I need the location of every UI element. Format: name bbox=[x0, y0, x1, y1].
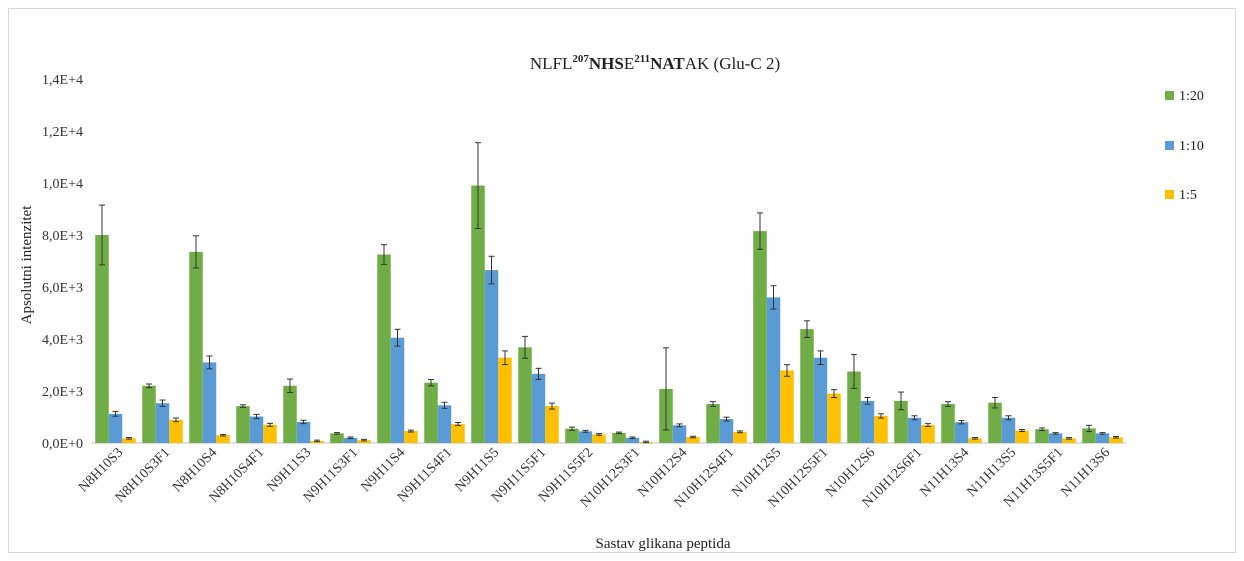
bar bbox=[1109, 437, 1123, 443]
bar bbox=[719, 419, 734, 443]
x-tick-label: N9H11S5 bbox=[452, 445, 502, 495]
bar bbox=[625, 437, 640, 443]
legend-swatch bbox=[1165, 190, 1174, 199]
y-tick-label: 2,0E+3 bbox=[42, 385, 83, 400]
bar bbox=[941, 404, 955, 443]
y-tick-label: 1,0E+4 bbox=[42, 177, 83, 192]
bar bbox=[263, 424, 277, 443]
y-axis: 0,0E+0 2,0E+3 4,0E+3 6,0E+3 8,0E+3 1,0E+4 1,2E… bbox=[42, 73, 83, 452]
bar bbox=[706, 404, 720, 443]
bar bbox=[236, 406, 250, 443]
bar bbox=[169, 419, 183, 443]
bar bbox=[766, 297, 781, 443]
x-tick-label: N9H11S3 bbox=[264, 445, 314, 495]
bar bbox=[189, 251, 203, 443]
bar bbox=[484, 270, 499, 443]
legend-label: 1:5 bbox=[1179, 188, 1197, 203]
chart-title: NLFL207NHSE211NATAK (Glu-C 2) bbox=[530, 53, 780, 73]
bar bbox=[968, 438, 982, 443]
bar bbox=[894, 400, 908, 443]
y-tick-label: 1,2E+4 bbox=[42, 125, 83, 140]
bar bbox=[249, 416, 264, 443]
bar bbox=[216, 435, 230, 443]
title-part-4: 211 bbox=[634, 53, 650, 65]
legend-swatch bbox=[1165, 141, 1174, 150]
bar bbox=[343, 437, 358, 443]
bars bbox=[95, 142, 1123, 444]
bar bbox=[108, 413, 123, 443]
bar bbox=[847, 371, 861, 443]
y-axis-title: Apsolutni intenzitet bbox=[19, 205, 35, 325]
x-tick-label: N9H11S4 bbox=[358, 445, 408, 495]
bar bbox=[296, 421, 311, 443]
bar bbox=[283, 385, 297, 443]
bar bbox=[545, 406, 559, 443]
bar bbox=[95, 235, 109, 443]
title-part-5: NAT bbox=[650, 54, 685, 73]
bar bbox=[907, 417, 922, 443]
bar bbox=[860, 400, 875, 443]
legend-label: 1:10 bbox=[1179, 139, 1204, 154]
bar bbox=[578, 431, 593, 443]
bar bbox=[1062, 438, 1076, 443]
title-part-0: NLFL bbox=[530, 54, 573, 73]
bar bbox=[874, 415, 888, 443]
bar bbox=[424, 382, 438, 443]
bar bbox=[988, 402, 1002, 443]
bar bbox=[1048, 433, 1063, 443]
bar bbox=[686, 437, 700, 443]
legend-swatch bbox=[1165, 91, 1174, 100]
x-tick-label: N11H13S4 bbox=[918, 445, 973, 500]
bar bbox=[404, 431, 418, 443]
bar bbox=[1015, 430, 1029, 443]
bar bbox=[518, 347, 532, 443]
bar bbox=[531, 373, 546, 443]
bar bbox=[800, 329, 814, 443]
bar bbox=[827, 393, 841, 443]
bar bbox=[357, 440, 371, 443]
x-axis: N8H10S3N8H10S3F1N8H10S4N8H10S4F1N9H11S3N… bbox=[76, 445, 1113, 511]
bar bbox=[451, 424, 465, 443]
title-part-2: NHS bbox=[589, 54, 624, 73]
bar bbox=[330, 433, 344, 443]
bar bbox=[122, 438, 136, 443]
bar bbox=[471, 185, 485, 443]
bar bbox=[1095, 433, 1110, 443]
bar bbox=[672, 425, 687, 443]
bar bbox=[142, 385, 156, 443]
bar bbox=[1001, 417, 1016, 443]
bar bbox=[592, 434, 606, 443]
bar bbox=[498, 357, 512, 443]
bar bbox=[437, 405, 452, 443]
y-tick-label: 0,0E+0 bbox=[42, 437, 83, 452]
legend-label: 1:20 bbox=[1179, 89, 1204, 104]
bar bbox=[155, 403, 170, 443]
y-tick-label: 1,4E+4 bbox=[42, 73, 83, 88]
x-tick-label: N11H13S6 bbox=[1059, 445, 1114, 500]
bar bbox=[1035, 429, 1049, 443]
bar bbox=[565, 428, 579, 443]
bar bbox=[753, 231, 767, 443]
bar bbox=[780, 370, 794, 443]
bar bbox=[377, 254, 391, 443]
bar bbox=[813, 357, 828, 443]
bar bbox=[954, 422, 969, 443]
bar-chart: NLFL207NHSE211NATAK (Glu-C 2) 0,0E+0 2,0E… bbox=[19, 53, 1204, 552]
y-tick-label: 4,0E+3 bbox=[42, 333, 83, 348]
x-axis-title: Sastav glikana peptida bbox=[596, 536, 731, 552]
bar bbox=[1082, 428, 1096, 443]
title-part-3: E bbox=[624, 54, 634, 73]
title-part-6: AK (Glu-C 2) bbox=[685, 54, 780, 73]
title-part-1: 207 bbox=[572, 53, 589, 65]
chart-frame: NLFL207NHSE211NATAK (Glu-C 2) 0,0E+0 2,0E… bbox=[8, 8, 1236, 553]
bar bbox=[612, 432, 626, 443]
y-tick-label: 8,0E+3 bbox=[42, 229, 83, 244]
bar bbox=[733, 431, 747, 443]
legend: 1:20 1:10 1:5 bbox=[1165, 89, 1204, 203]
bar bbox=[921, 425, 935, 443]
bar bbox=[390, 337, 405, 443]
bar bbox=[202, 362, 217, 443]
y-tick-label: 6,0E+3 bbox=[42, 281, 83, 296]
